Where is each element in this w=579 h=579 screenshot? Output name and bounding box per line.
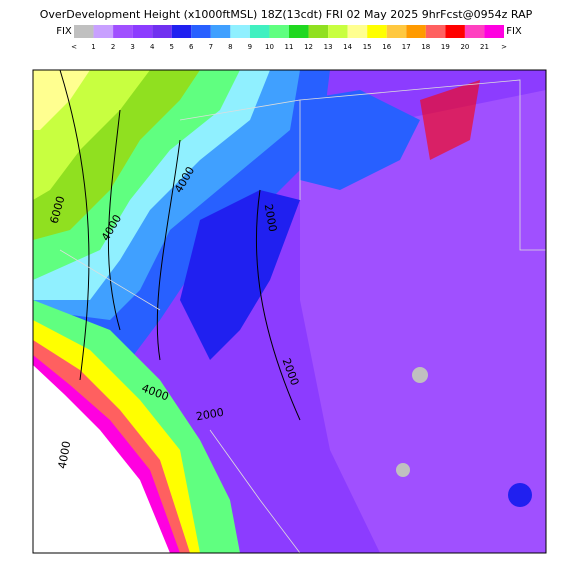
colorbar-tick-label: 21 [480, 43, 489, 51]
colorbar-swatch [406, 25, 426, 38]
contour-label: 4000 [56, 440, 74, 470]
title: OverDevelopment Height (x1000ftMSL) 18Z(… [40, 8, 533, 21]
colorbar-tick-label: 8 [228, 43, 232, 51]
field-region [420, 80, 480, 160]
field-spot [412, 367, 428, 383]
colorbar: <1 2 3 4 5 6 7 8 9 10 11 12 13 14 15 16 17 18 19 20 21 > [71, 25, 507, 51]
colorbar-swatch [386, 25, 407, 38]
colorbar-swatch [269, 25, 289, 38]
colorbar-swatch [113, 25, 133, 38]
colorbar-tick-label: 19 [441, 43, 450, 51]
colorbar-tick-label: 12 [304, 43, 313, 51]
field-region [33, 365, 170, 553]
colorbar-swatch [328, 25, 348, 38]
border [59, 79, 546, 553]
colorbar-swatch [191, 25, 211, 38]
colorbar-tick-label: 2 [111, 43, 115, 51]
colorbar-right-label: FIX [506, 26, 522, 37]
field-region [180, 190, 300, 360]
colorbar-tick-label: 15 [363, 43, 372, 51]
colorbar-swatch [132, 25, 153, 38]
colorbar-tick-label: 13 [324, 43, 333, 51]
colorbar-tick-label: 11 [285, 43, 294, 51]
contour-label: 2000 [195, 406, 225, 424]
field-region [300, 90, 546, 553]
colorbar-left-label: FIX [56, 26, 72, 37]
colorbar-tick-label: 4 [150, 43, 155, 51]
field-spot [508, 483, 532, 507]
colorbar-swatch [152, 25, 172, 38]
colorbar-tick-label: 14 [343, 43, 352, 51]
field-region [33, 70, 90, 130]
contour-label: 2000 [262, 203, 280, 233]
colorbar-tick-label: 3 [130, 43, 134, 51]
colorbar-swatch [367, 25, 387, 38]
colorbar-swatch [210, 25, 231, 38]
colorbar-swatch [445, 25, 465, 38]
colorbar-tick-label: 10 [265, 43, 274, 51]
colorbar-swatch [425, 25, 446, 38]
colorbar-tick-label: > [501, 43, 507, 51]
colorbar-swatch [171, 25, 192, 38]
colorbar-swatch [464, 25, 485, 38]
colorbar-swatch [249, 25, 270, 38]
colorbar-tick-label: 17 [402, 43, 411, 51]
colorbar-swatch [289, 25, 309, 38]
contour [59, 70, 301, 421]
colorbar-tick-label: < [71, 43, 77, 51]
colorbar-tick-label: 7 [209, 43, 213, 51]
colorbar-tick-label: 16 [382, 43, 391, 51]
colorbar-swatch [484, 25, 504, 38]
colorbar-tick-label: 6 [189, 43, 194, 51]
map-frame [32, 69, 547, 554]
colorbar-tick-label: 18 [421, 43, 430, 51]
colorbar-swatch [308, 25, 329, 38]
colorbar-tick-label: 9 [248, 43, 252, 51]
field-region [300, 90, 420, 190]
field-spot [396, 463, 410, 477]
colorbar-swatch [230, 25, 250, 38]
colorbar-swatch [347, 25, 368, 38]
colorbar-swatch [93, 25, 114, 38]
colorbar-tick-label: 20 [460, 43, 469, 51]
colorbar-swatch [74, 25, 94, 38]
colorbar-tick-label: 1 [91, 43, 95, 51]
colorbar-tick-label: 5 [169, 43, 173, 51]
